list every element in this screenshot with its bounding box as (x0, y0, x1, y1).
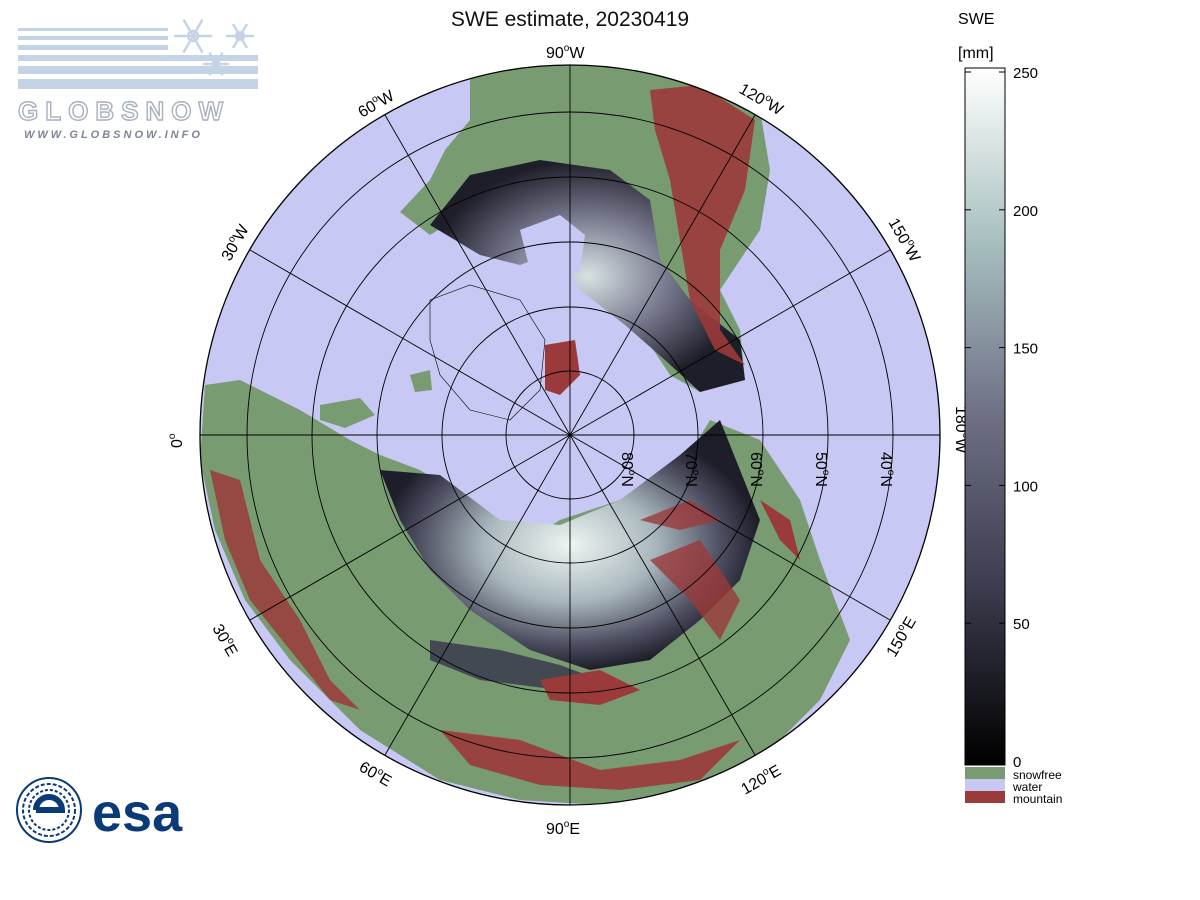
globsnow-url: WWW.GLOBSNOW.INFO (24, 129, 203, 141)
colorbar-tick-label: 100 (1013, 478, 1038, 495)
legend-label-mountain: mountain (1013, 792, 1062, 806)
colorbar-title: SWE (958, 11, 994, 28)
globsnow-wordmark: GLOBSNOW (18, 96, 230, 126)
lon-label-60e: 60oE (356, 757, 395, 790)
colorbar-unit: [mm] (958, 45, 994, 62)
lat-label-40n: 40oN (877, 452, 896, 487)
lon-label-90e: 90oE (546, 819, 580, 838)
snowflake-icon (173, 19, 255, 76)
legend-swatch-snowfree (965, 767, 1005, 779)
meridian-150w-30e (249, 249, 891, 621)
svalbard (410, 370, 432, 392)
lon-label-30e: 30oE (209, 621, 242, 660)
lat-label-70n: 70oN (682, 452, 701, 487)
colorbar-tick-label: 150 (1013, 341, 1038, 358)
esa-emblem-icon (16, 777, 82, 843)
colorbar: SWE [mm] 250 200 150 100 50 0 snowfree water … (958, 11, 1062, 806)
latitude-labels: 80oN 70oN 60oN 50oN 40oN (618, 452, 896, 487)
colorbar-tick-label: 50 (1013, 616, 1030, 633)
lon-label-0: 0o (167, 433, 186, 448)
lon-label-90w: 90oW (546, 43, 585, 62)
graticule (199, 64, 941, 806)
legend-label-water: water (1012, 780, 1042, 794)
esa-wordmark: esa (92, 783, 183, 843)
mountain-regions (210, 85, 800, 790)
logo-stripes (18, 28, 258, 89)
esa-logo: esa (16, 777, 183, 843)
globsnow-logo: GLOBSNOW WWW.GLOBSNOW.INFO (18, 19, 258, 141)
hudson-bay (520, 215, 585, 285)
legend-swatch-mountain (965, 791, 1005, 803)
lat-label-80n: 80oN (618, 452, 637, 487)
map-title: SWE estimate, 20230419 (450, 8, 690, 31)
lat-label-60n: 60oN (747, 452, 766, 487)
colorbar-tick-label: 0 (1013, 754, 1021, 771)
colorbar-tick-label: 250 (1013, 65, 1038, 82)
legend-swatch-water (965, 779, 1005, 791)
north-america-snow (430, 160, 745, 392)
colorbar-ticks: 250 200 150 100 50 0 (965, 65, 1038, 771)
colorbar-tick-label: 200 (1013, 203, 1038, 220)
lon-label-120e: 120oE (738, 761, 785, 799)
lat-label-50n: 50oN (812, 452, 831, 487)
legend-label-snowfree: snowfree (1013, 768, 1062, 782)
colorbar-legend: snowfree water mountain (965, 767, 1062, 806)
iceland (320, 398, 375, 428)
colorbar-gradient (964, 67, 1006, 766)
